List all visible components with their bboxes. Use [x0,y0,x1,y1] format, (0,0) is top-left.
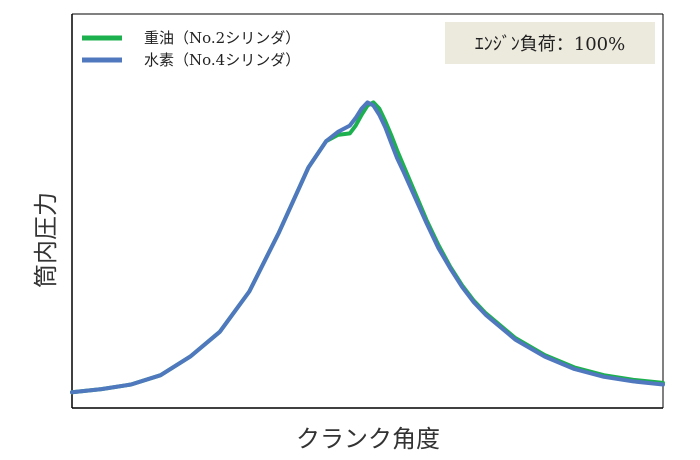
series-line-hydrogen [70,100,665,395]
x-axis-title: クランク角度 [296,425,440,453]
series-line-fuel-oil [70,100,665,395]
y-axis-title: 筒内圧力 [32,192,60,288]
engine-load-annotation: ｴﾝｼﾞﾝ負荷：100% [445,22,655,64]
legend: 重油（No.2シリンダ） 水素（No.4シリンダ） [82,29,300,69]
annotation-text: ｴﾝｼﾞﾝ負荷：100% [475,34,625,55]
annotation-box [445,22,655,64]
series-layer [70,100,665,395]
legend-label-fuel-oil: 重油（No.2シリンダ） [144,29,300,47]
legend-label-hydrogen: 水素（No.4シリンダ） [144,51,300,69]
